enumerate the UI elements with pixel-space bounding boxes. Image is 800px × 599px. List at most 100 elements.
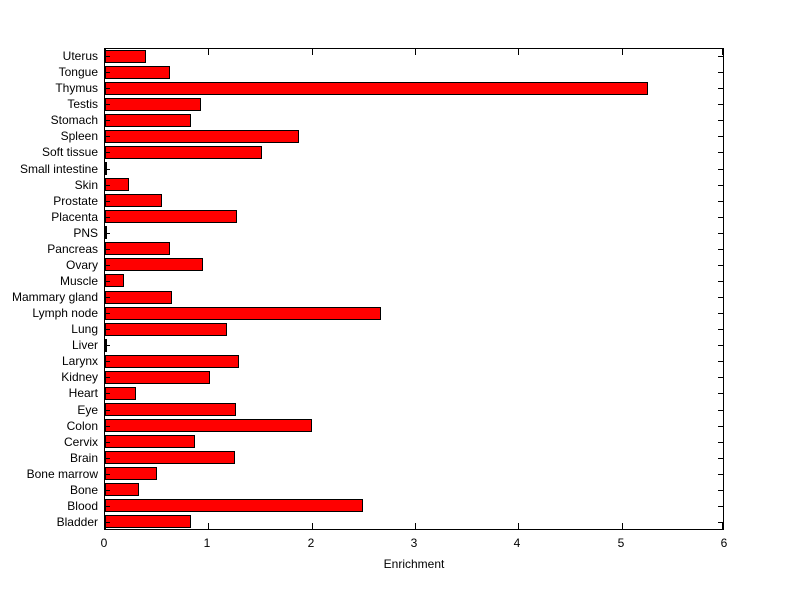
y-tick-left <box>105 297 110 298</box>
y-tick-left <box>105 361 110 362</box>
bar-muscle <box>105 274 124 287</box>
y-tick-label-mammary-gland: Mammary gland <box>11 290 98 304</box>
y-tick-left <box>105 458 110 459</box>
y-tick-right <box>718 361 723 362</box>
x-tick-bottom <box>415 523 416 529</box>
y-tick-label-pns: PNS <box>73 226 98 240</box>
y-tick-left <box>105 313 110 314</box>
bar-eye <box>105 403 236 416</box>
bar-uterus <box>105 50 146 63</box>
x-tick-top <box>105 49 106 55</box>
bar-lung <box>105 323 227 336</box>
bar-lymph-node <box>105 307 381 320</box>
y-tick-right <box>718 56 723 57</box>
y-tick-left <box>105 393 110 394</box>
y-tick-label-spleen: Spleen <box>60 129 98 143</box>
y-tick-label-stomach: Stomach <box>50 113 98 127</box>
y-tick-right <box>718 490 723 491</box>
y-tick-right <box>718 120 723 121</box>
bar-testis <box>105 98 201 111</box>
y-tick-label-skin: Skin <box>74 178 98 192</box>
y-tick-right <box>718 217 723 218</box>
y-tick-right <box>718 152 723 153</box>
x-tick-label-6: 6 <box>720 536 728 550</box>
bar-pancreas <box>105 242 170 255</box>
bar-cervix <box>105 435 195 448</box>
bar-stomach <box>105 114 191 127</box>
y-tick-label-larynx: Larynx <box>61 354 98 368</box>
x-tick-top <box>518 49 519 55</box>
y-tick-left <box>105 185 110 186</box>
bar-prostate <box>105 194 162 207</box>
y-tick-label-testis: Testis <box>67 97 98 111</box>
y-tick-right <box>718 265 723 266</box>
y-tick-label-eye: Eye <box>77 403 98 417</box>
bar-bone <box>105 483 139 496</box>
y-tick-label-soft-tissue: Soft tissue <box>41 145 98 159</box>
y-tick-right <box>718 522 723 523</box>
y-tick-label-bladder: Bladder <box>56 515 98 529</box>
y-tick-label-liver: Liver <box>71 338 98 352</box>
y-tick-right <box>718 458 723 459</box>
y-tick-label-prostate: Prostate <box>53 194 98 208</box>
y-tick-label-cervix: Cervix <box>63 435 98 449</box>
bar-soft-tissue <box>105 146 262 159</box>
y-tick-label-bone-marrow: Bone marrow <box>26 467 98 481</box>
y-tick-right <box>718 185 723 186</box>
y-tick-right <box>718 426 723 427</box>
y-tick-left <box>105 442 110 443</box>
y-tick-right <box>718 297 723 298</box>
y-tick-right <box>718 410 723 411</box>
y-tick-right <box>718 201 723 202</box>
bar-bladder <box>105 515 191 528</box>
y-tick-right <box>718 377 723 378</box>
y-tick-right <box>718 72 723 73</box>
y-tick-label-ovary: Ovary <box>65 258 98 272</box>
y-tick-label-colon: Colon <box>66 419 98 433</box>
y-tick-label-kidney: Kidney <box>61 370 98 384</box>
y-tick-left <box>105 377 110 378</box>
y-tick-left <box>105 72 110 73</box>
plot-area <box>104 48 724 530</box>
y-tick-label-muscle: Muscle <box>59 274 98 288</box>
y-tick-left <box>105 201 110 202</box>
bar-placenta <box>105 210 237 223</box>
y-tick-label-blood: Blood <box>67 499 98 513</box>
x-tick-top <box>415 49 416 55</box>
y-tick-left <box>105 56 110 57</box>
bar-blood <box>105 499 363 512</box>
bar-larynx <box>105 355 239 368</box>
y-tick-left <box>105 169 110 170</box>
x-tick-bottom <box>518 523 519 529</box>
bar-colon <box>105 419 312 432</box>
x-tick-top <box>208 49 209 55</box>
y-tick-left <box>105 136 110 137</box>
x-tick-label-4: 4 <box>513 536 521 550</box>
y-tick-right <box>718 233 723 234</box>
y-tick-right <box>718 474 723 475</box>
bar-kidney <box>105 371 210 384</box>
y-tick-label-pancreas: Pancreas <box>47 242 98 256</box>
y-tick-label-thymus: Thymus <box>55 81 98 95</box>
y-tick-left <box>105 152 110 153</box>
bar-small-intestine <box>105 162 107 175</box>
y-tick-left <box>105 410 110 411</box>
y-tick-left <box>105 104 110 105</box>
y-tick-label-lymph-node: Lymph node <box>32 306 98 320</box>
bar-skin <box>105 178 129 191</box>
x-tick-bottom <box>622 523 623 529</box>
y-tick-right <box>718 506 723 507</box>
y-tick-right <box>718 88 723 89</box>
y-tick-label-placenta: Placenta <box>51 210 98 224</box>
y-tick-left <box>105 233 110 234</box>
y-tick-left <box>105 265 110 266</box>
y-tick-right <box>718 393 723 394</box>
y-tick-label-bone: Bone <box>69 483 98 497</box>
y-tick-label-lung: Lung <box>71 322 98 336</box>
y-tick-left <box>105 522 110 523</box>
y-tick-left <box>105 426 110 427</box>
y-tick-left <box>105 249 110 250</box>
y-tick-left <box>105 217 110 218</box>
y-tick-left <box>105 345 110 346</box>
